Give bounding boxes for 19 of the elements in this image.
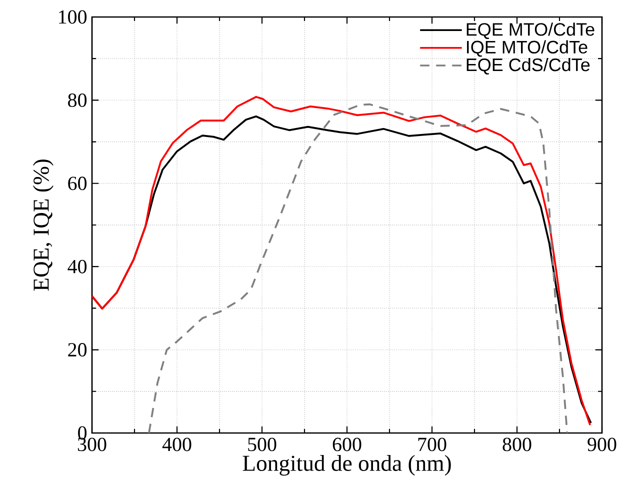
y-tick-label: 0 [78, 426, 87, 440]
y-tick-label: 60 [68, 176, 87, 190]
y-tick-label: 40 [68, 260, 87, 274]
x-tick-label: 300 [78, 438, 106, 452]
x-tick-label: 400 [162, 438, 192, 452]
x-tick-label: 600 [332, 438, 362, 452]
y-tick-label: 20 [68, 343, 87, 357]
legend-label: EQE CdS/CdTe [466, 58, 590, 74]
x-tick-label: 800 [502, 438, 532, 452]
y-axis-title: EQE, IQE (%) [32, 160, 54, 291]
legend-label: IQE MTO/CdTe [467, 40, 588, 57]
x-tick-label: 700 [418, 438, 446, 452]
x-axis-title: Longitud de onda (nm) [242, 455, 451, 476]
line-series [148, 103, 568, 433]
x-tick-label: 500 [248, 438, 276, 452]
legend-label: EQE MTO/CdTe [466, 22, 594, 40]
x-tick-label: 900 [588, 438, 616, 452]
y-tick-label: 80 [68, 93, 87, 107]
y-tick-label: 100 [59, 10, 87, 24]
